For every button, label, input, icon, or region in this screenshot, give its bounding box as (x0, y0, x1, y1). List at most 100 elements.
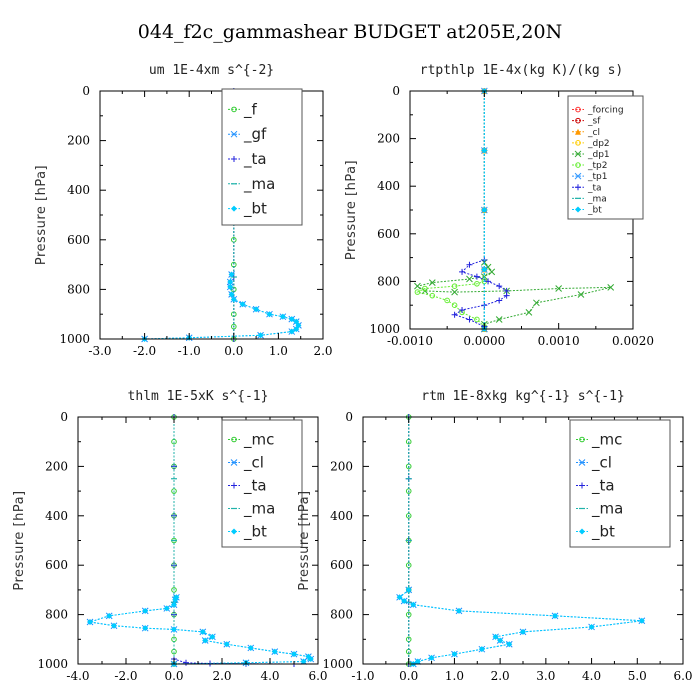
data-point (223, 641, 230, 648)
chart-panel-4: rtm 1E-8xkg kg^{-1} s^{-1} Pressure [hPa]… (297, 389, 693, 683)
data-point (414, 289, 421, 295)
data-point (478, 646, 485, 653)
data-point (451, 283, 458, 289)
legend-swatch (574, 172, 582, 180)
y-tick-label: 800 (330, 608, 353, 622)
y-tick-label: 800 (377, 274, 400, 288)
data-point (451, 311, 458, 318)
y-tick-label: 1000 (59, 332, 90, 346)
series-tp2 (414, 278, 488, 330)
x-tick-label: 0.0 (164, 669, 183, 683)
legend-label: _bt (587, 205, 602, 215)
legend-swatch (579, 528, 585, 535)
x-tick-label: -2.0 (114, 669, 137, 683)
y-tick-label: 400 (67, 183, 90, 197)
data-point (228, 291, 235, 298)
figure-title: 044_f2c_gammashear BUDGET at205E,20N (138, 21, 562, 43)
legend-label: _ta (243, 477, 267, 496)
x-tick-label: 3.0 (536, 669, 555, 683)
data-point (291, 651, 297, 658)
data-point (142, 607, 149, 614)
series-ta (451, 256, 510, 330)
data-point (228, 271, 235, 278)
y-axis-label: Pressure [hPa] (12, 490, 27, 590)
series-line (144, 274, 300, 340)
data-point (293, 326, 300, 333)
data-point (279, 313, 286, 320)
y-tick-label: 800 (45, 608, 68, 622)
data-point (288, 328, 295, 335)
data-point (428, 279, 436, 286)
data-point (459, 268, 466, 275)
legend-label: _ma (243, 175, 275, 194)
data-point (481, 147, 488, 154)
series-bt (87, 594, 314, 667)
data-point (459, 306, 466, 313)
legend-label: _tp1 (587, 172, 607, 182)
y-tick-label: 0 (60, 410, 68, 424)
x-tick-label: 1.0 (445, 669, 464, 683)
x-tick-label: -3.0 (88, 344, 111, 358)
legend-swatch (230, 130, 238, 138)
data-point (638, 617, 645, 624)
legend-label: _forcing (587, 106, 624, 116)
data-point (410, 601, 417, 608)
x-tick-label: 6.0 (308, 669, 327, 683)
legend-swatch (575, 128, 581, 135)
legend-label: _f (243, 100, 258, 119)
series-line (398, 589, 642, 665)
data-point (555, 285, 563, 292)
y-tick-label: 400 (377, 179, 400, 193)
series-dp1 (414, 259, 615, 333)
data-point (239, 301, 246, 308)
legend-swatch (574, 150, 582, 158)
y-axis-label: Pressure [hPa] (34, 165, 49, 265)
legend-label: _dp1 (587, 150, 610, 160)
data-point (227, 283, 234, 290)
y-tick-label: 200 (377, 132, 400, 146)
series-bt (141, 271, 302, 342)
x-tick-label: 0.0 (399, 669, 418, 683)
data-point (247, 644, 254, 651)
data-point (106, 612, 113, 619)
legend-label: _cl (243, 454, 264, 473)
x-tick-label: -4.0 (66, 669, 89, 683)
legend-label: _cl (591, 454, 612, 473)
legend: _mc _cl _ta _ma _bt (569, 419, 671, 548)
legend-label: _sf (587, 117, 601, 127)
data-point (414, 282, 421, 290)
legend-swatch (231, 106, 237, 113)
panels: um 1E-4xm s^{-2} Pressure [hPa] -3.0 -2.0 -1… (12, 63, 693, 683)
legend-label: _ta (591, 477, 615, 496)
data-point (300, 658, 307, 665)
x-tick-label: 2.0 (313, 344, 332, 358)
y-tick-label: 600 (377, 227, 400, 241)
y-tick-label: 0 (345, 410, 353, 424)
data-point (481, 266, 488, 273)
data-point (533, 299, 540, 307)
data-point (396, 594, 403, 601)
data-point (451, 288, 458, 296)
y-tick-label: 1000 (369, 322, 400, 336)
legend-swatch (231, 205, 237, 212)
y-tick-label: 600 (67, 233, 90, 247)
data-point (202, 637, 209, 644)
data-point (231, 323, 237, 330)
data-point (496, 283, 503, 290)
data-point (405, 586, 412, 593)
legend-box (569, 419, 671, 548)
y-axis-label: Pressure [hPa] (344, 160, 359, 260)
data-point (429, 292, 436, 299)
data-point (199, 628, 206, 635)
y-tick-label: 0 (392, 84, 400, 98)
panel-title: rtm 1E-8xkg kg^{-1} s^{-1} (421, 389, 625, 404)
data-point (171, 601, 177, 608)
legend-label: _mc (243, 431, 274, 450)
series-ma (405, 416, 412, 665)
x-tick-label: 4.0 (260, 669, 279, 683)
legend-swatch (231, 482, 237, 489)
chart-panel-1: um 1E-4xm s^{-2} Pressure [hPa] -3.0 -2.0 -1… (34, 63, 333, 358)
panel-title: rtpthlp 1E-4x(kg K)/(kg s) (420, 63, 624, 78)
data-point (288, 316, 295, 323)
